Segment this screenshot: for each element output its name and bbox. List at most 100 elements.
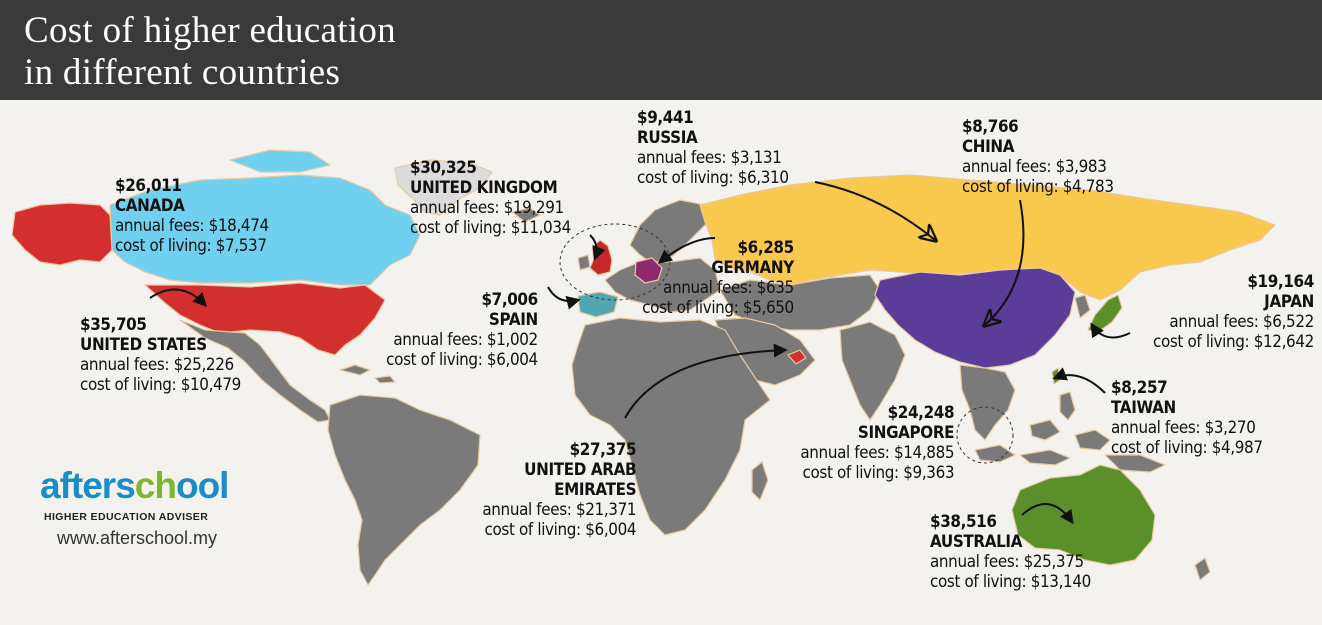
- uae-fees: annual fees: $21,371: [482, 500, 636, 519]
- singapore-name: SINGAPORE: [857, 423, 955, 442]
- china-name: CHINA: [962, 137, 1015, 156]
- australia-living: cost of living: $13,140: [930, 572, 1091, 591]
- japan-fees: annual fees: $6,522: [1169, 312, 1314, 331]
- logo-tagline: HIGHER EDUCATION ADVISER: [44, 511, 209, 523]
- uk-name: UNITED KINGDOM: [410, 178, 558, 197]
- uae-name-line2: EMIRATES: [553, 480, 636, 499]
- arrow-russia: [814, 181, 935, 240]
- madagascar-shape: [751, 461, 769, 501]
- spain-fees: annual fees: $1,002: [393, 330, 538, 349]
- label-usa: $35,705 UNITED STATES annual fees: $25,2…: [80, 315, 241, 395]
- germany-name: GERMANY: [711, 258, 795, 277]
- singapore-living: cost of living: $9,363: [802, 463, 954, 482]
- arrow-usa: [149, 288, 207, 308]
- uk-living: cost of living: $11,034: [410, 218, 571, 237]
- label-japan: $19,164 JAPAN annual fees: $6,522 cost o…: [1153, 272, 1314, 352]
- label-germany: $6,285 GERMANY annual fees: $635 cost of…: [642, 238, 794, 318]
- ireland-shape: [577, 254, 591, 271]
- label-taiwan: $8,257 TAIWAN annual fees: $3,270 cost o…: [1111, 378, 1263, 458]
- taiwan-living: cost of living: $4,987: [1111, 438, 1263, 457]
- arrow-taiwan: [1052, 367, 1106, 394]
- arrow-spain: [547, 286, 581, 310]
- germany-fees: annual fees: $635: [663, 278, 794, 297]
- taiwan-fees: annual fees: $3,270: [1111, 418, 1256, 437]
- label-spain: $7,006 SPAIN annual fees: $1,002 cost of…: [386, 290, 538, 370]
- canada-total: $26,011: [115, 176, 182, 195]
- japan-name: JAPAN: [1264, 292, 1314, 311]
- russia-total: $9,441: [637, 108, 694, 127]
- arrow-china: [985, 199, 1025, 325]
- usa-total: $35,705: [80, 315, 147, 334]
- russia-name: RUSSIA: [637, 128, 698, 147]
- south-america-shape: [327, 394, 481, 586]
- canada-name: CANADA: [115, 196, 185, 215]
- korea-shape: [1074, 294, 1091, 319]
- logo-word-c: ool: [175, 465, 229, 506]
- germany-shape: [634, 257, 663, 284]
- canada-living: cost of living: $7,537: [115, 236, 267, 255]
- label-uk: $30,325 UNITED KINGDOM annual fees: $19,…: [410, 158, 571, 238]
- page-title: Cost of higher education in different co…: [24, 10, 396, 94]
- russia-living: cost of living: $6,310: [637, 168, 789, 187]
- usa-name: UNITED STATES: [80, 335, 207, 354]
- logo-wordmark: afterschool: [40, 465, 229, 507]
- australia-fees: annual fees: $25,375: [930, 552, 1084, 571]
- usa-fees: annual fees: $25,226: [80, 355, 234, 374]
- spain-total: $7,006: [481, 290, 539, 309]
- china-fees: annual fees: $3,983: [962, 157, 1107, 176]
- australia-shape: [1011, 464, 1156, 566]
- india-shape: [839, 321, 906, 421]
- arrow-uk: [589, 234, 606, 261]
- uk-shape: [589, 239, 613, 276]
- china-total: $8,766: [962, 117, 1019, 136]
- china-living: cost of living: $4,783: [962, 177, 1114, 196]
- uae-shape: [787, 349, 807, 365]
- label-australia: $38,516 AUSTRALIA annual fees: $25,375 c…: [930, 512, 1091, 592]
- label-canada: $26,011 CANADA annual fees: $18,474 cost…: [115, 176, 269, 256]
- australia-total: $38,516: [930, 512, 997, 531]
- label-singapore: $24,248 SINGAPORE annual fees: $14,885 c…: [800, 403, 954, 483]
- indonesia-shape: [974, 419, 1166, 473]
- singapore-fees: annual fees: $14,885: [800, 443, 954, 462]
- uae-total: $27,375: [569, 440, 636, 459]
- world-map: [11, 149, 1276, 586]
- arrow-japan: [1090, 322, 1131, 339]
- arrow-australia: [1021, 503, 1074, 525]
- philippines-shape: [1059, 391, 1076, 421]
- taiwan-total: $8,257: [1111, 378, 1168, 397]
- title-line-2: in different countries: [24, 52, 341, 93]
- se-asia-shape: [959, 364, 1016, 441]
- canada-shape: [109, 174, 421, 286]
- russia-shape: [699, 174, 1276, 301]
- label-russia: $9,441 RUSSIA annual fees: $3,131 cost o…: [637, 108, 789, 188]
- china-shape: [874, 267, 1076, 369]
- uk-fees: annual fees: $19,291: [410, 198, 564, 217]
- label-uae: $27,375 UNITED ARAB EMIRATES annual fees…: [482, 440, 636, 540]
- logo-word-b: ch: [134, 465, 177, 506]
- spain-name: SPAIN: [489, 310, 538, 329]
- japan-total: $19,164: [1247, 272, 1314, 291]
- uk-total: $30,325: [410, 158, 477, 177]
- label-china: $8,766 CHINA annual fees: $3,983 cost of…: [962, 117, 1114, 197]
- spain-shape: [577, 291, 619, 318]
- caribbean-shape: [339, 364, 396, 384]
- russia-fees: annual fees: $3,131: [637, 148, 782, 167]
- singapore-total: $24,248: [887, 403, 954, 422]
- title-line-1: Cost of higher education: [24, 10, 396, 51]
- logo-url: www.afterschool.my: [57, 528, 218, 548]
- new-zealand-shape: [1194, 557, 1211, 581]
- usa-living: cost of living: $10,479: [80, 375, 241, 394]
- iceland-shape: [511, 207, 541, 223]
- africa-shape: [571, 317, 771, 536]
- canada-fees: annual fees: $18,474: [115, 216, 269, 235]
- germany-living: cost of living: $5,650: [642, 298, 794, 317]
- singapore-highlight-circle: [956, 406, 1014, 464]
- arrow-germany: [657, 237, 716, 264]
- alaska-shape: [11, 202, 113, 266]
- taiwan-name: TAIWAN: [1111, 398, 1176, 417]
- logo-word-a: afters: [40, 465, 136, 506]
- spain-living: cost of living: $6,004: [386, 350, 538, 369]
- canada-islands-shape: [229, 149, 331, 173]
- australia-name: AUSTRALIA: [930, 532, 1023, 551]
- arrow-uae: [624, 343, 788, 419]
